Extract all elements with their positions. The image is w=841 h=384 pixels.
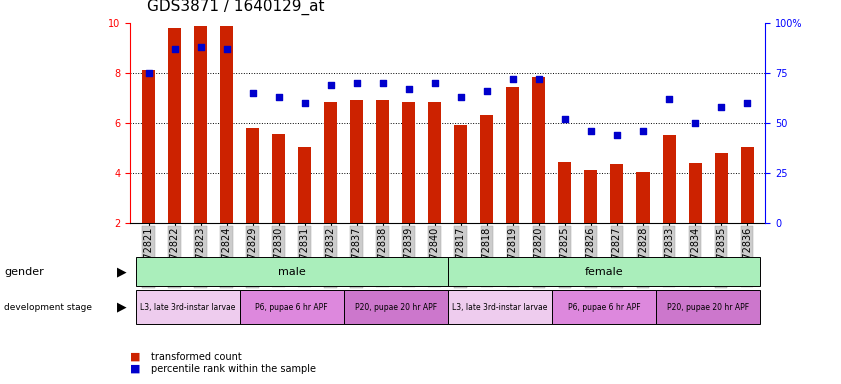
- FancyBboxPatch shape: [240, 290, 344, 324]
- Point: [714, 104, 727, 110]
- Bar: [350, 101, 363, 223]
- Bar: [480, 115, 494, 223]
- Text: P20, pupae 20 hr APF: P20, pupae 20 hr APF: [667, 303, 749, 312]
- Point: [506, 76, 520, 82]
- FancyBboxPatch shape: [552, 290, 656, 324]
- Text: P6, pupae 6 hr APF: P6, pupae 6 hr APF: [256, 303, 328, 312]
- FancyBboxPatch shape: [447, 257, 760, 286]
- Bar: [402, 102, 415, 223]
- Bar: [168, 28, 181, 223]
- FancyBboxPatch shape: [656, 290, 760, 324]
- Point: [324, 82, 337, 88]
- Text: gender: gender: [4, 266, 44, 277]
- Text: male: male: [278, 266, 305, 277]
- Bar: [741, 147, 754, 223]
- Point: [532, 76, 546, 82]
- Text: ■: ■: [130, 352, 140, 362]
- Point: [194, 44, 208, 50]
- Point: [740, 100, 754, 106]
- FancyBboxPatch shape: [135, 257, 447, 286]
- Bar: [558, 162, 571, 223]
- Bar: [299, 147, 311, 223]
- Point: [428, 80, 442, 86]
- Text: transformed count: transformed count: [151, 352, 242, 362]
- Text: L3, late 3rd-instar larvae: L3, late 3rd-instar larvae: [140, 303, 235, 312]
- Bar: [194, 25, 207, 223]
- Bar: [428, 102, 442, 223]
- Point: [298, 100, 311, 106]
- Point: [611, 132, 624, 138]
- FancyBboxPatch shape: [344, 290, 447, 324]
- Bar: [584, 170, 597, 223]
- Point: [246, 90, 259, 96]
- Text: development stage: development stage: [4, 303, 93, 312]
- Point: [558, 116, 572, 122]
- Bar: [532, 77, 546, 223]
- Text: P6, pupae 6 hr APF: P6, pupae 6 hr APF: [568, 303, 640, 312]
- Bar: [637, 172, 649, 223]
- Bar: [142, 71, 155, 223]
- Bar: [246, 128, 259, 223]
- Point: [402, 86, 415, 92]
- Point: [168, 46, 182, 52]
- Text: ■: ■: [130, 364, 140, 374]
- Bar: [220, 25, 233, 223]
- Point: [220, 46, 233, 52]
- Point: [637, 128, 650, 134]
- Point: [584, 128, 598, 134]
- Text: percentile rank within the sample: percentile rank within the sample: [151, 364, 316, 374]
- Bar: [663, 136, 675, 223]
- Text: P20, pupae 20 hr APF: P20, pupae 20 hr APF: [355, 303, 436, 312]
- Bar: [272, 134, 285, 223]
- Point: [480, 88, 494, 94]
- Bar: [611, 164, 623, 223]
- Text: ▶: ▶: [117, 265, 126, 278]
- Text: ▶: ▶: [117, 301, 126, 314]
- Bar: [454, 125, 468, 223]
- FancyBboxPatch shape: [135, 290, 240, 324]
- Bar: [376, 101, 389, 223]
- Bar: [506, 87, 520, 223]
- Text: female: female: [584, 266, 623, 277]
- Text: GDS3871 / 1640129_at: GDS3871 / 1640129_at: [147, 0, 325, 15]
- Bar: [689, 163, 701, 223]
- Point: [272, 94, 285, 100]
- Point: [663, 96, 676, 102]
- FancyBboxPatch shape: [447, 290, 552, 324]
- Bar: [715, 153, 727, 223]
- Point: [688, 120, 701, 126]
- Point: [142, 70, 156, 76]
- Bar: [325, 102, 337, 223]
- Point: [454, 94, 468, 100]
- Point: [376, 80, 389, 86]
- Point: [350, 80, 363, 86]
- Text: L3, late 3rd-instar larvae: L3, late 3rd-instar larvae: [452, 303, 547, 312]
